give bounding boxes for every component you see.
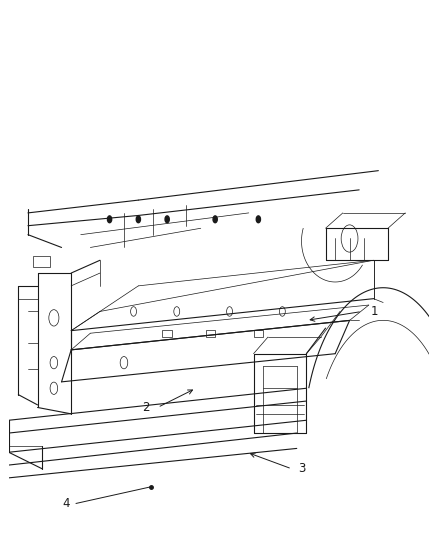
Circle shape [107, 216, 112, 223]
Circle shape [165, 216, 169, 223]
Circle shape [256, 216, 261, 223]
Bar [33, 256, 49, 266]
Bar [162, 330, 172, 337]
Text: 2: 2 [141, 401, 149, 414]
Bar [254, 330, 263, 337]
Circle shape [213, 216, 217, 223]
Circle shape [136, 216, 141, 223]
Bar [205, 330, 215, 337]
Text: 3: 3 [298, 463, 306, 475]
Text: 4: 4 [62, 497, 70, 510]
Text: 1: 1 [371, 305, 378, 318]
